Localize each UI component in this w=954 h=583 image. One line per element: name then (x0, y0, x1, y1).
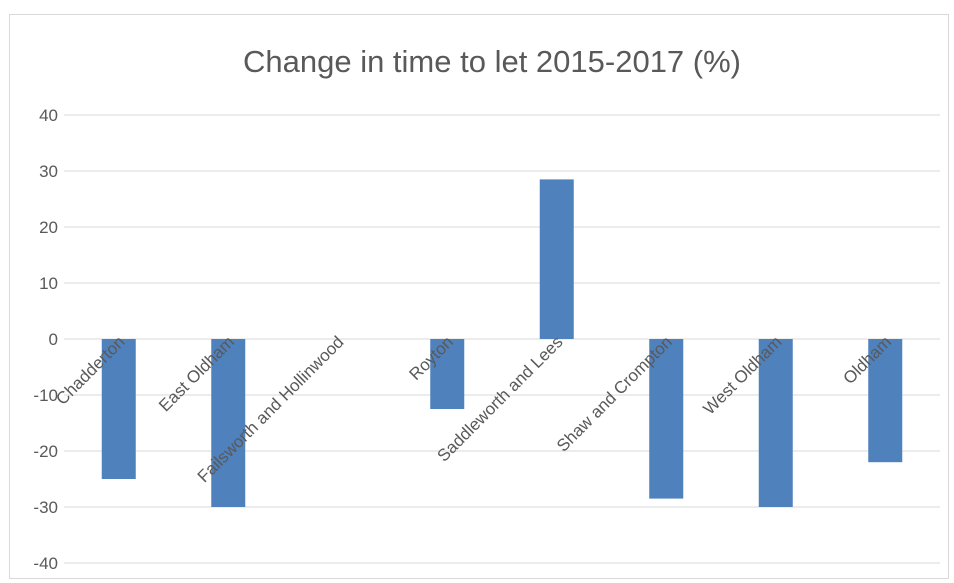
y-tick-label: -30 (33, 498, 58, 517)
bars (101, 179, 903, 507)
y-tick-label: 0 (49, 330, 58, 349)
bar (868, 339, 903, 463)
y-tick-label: 10 (39, 274, 58, 293)
chart-title: Change in time to let 2015-2017 (%) (243, 44, 741, 79)
bar (211, 339, 246, 507)
y-tick-label: 20 (39, 218, 58, 237)
gridlines (64, 114, 940, 564)
y-tick-label: -10 (33, 386, 58, 405)
bar (758, 339, 793, 507)
y-tick-label: -20 (33, 442, 58, 461)
bar (649, 339, 684, 499)
bar (539, 179, 574, 339)
bar (101, 339, 136, 479)
y-tick-label: 40 (39, 106, 58, 125)
y-axis-tick-labels: 40 30 20 10 0 -10 -20 -30 -40 (33, 106, 58, 573)
y-tick-label: -40 (33, 554, 58, 573)
y-tick-label: 30 (39, 162, 58, 181)
bar (430, 339, 465, 409)
